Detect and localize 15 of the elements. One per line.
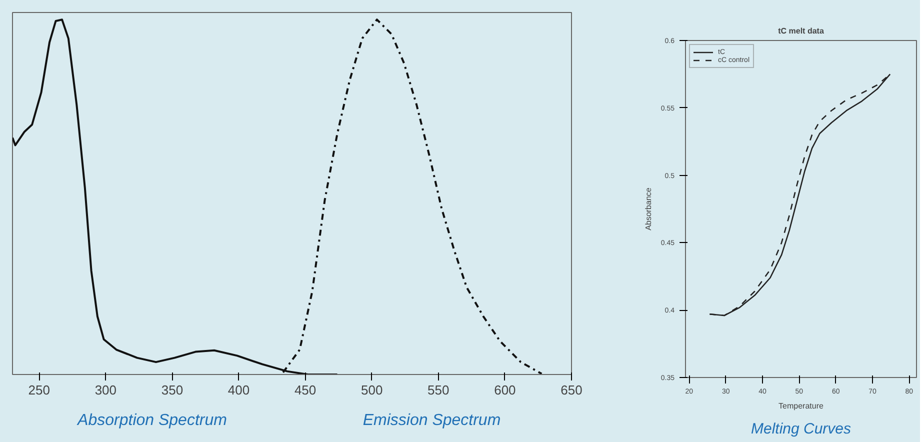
text: Absorption Spectrum — [76, 412, 227, 429]
x-tick-label: 350 — [161, 382, 184, 398]
y-axis-title: Absorbance — [644, 187, 653, 230]
x-tick-label: 500 — [361, 382, 383, 398]
x-tick-label: 250 — [28, 382, 50, 398]
text: Emission Spectrum — [362, 412, 501, 429]
x-tick-label: 600 — [494, 382, 516, 398]
text: Melting Curves — [750, 420, 852, 438]
x-axis-title: Temperature — [778, 402, 824, 410]
chart-title: tC melt data — [778, 26, 824, 36]
x-tick-label: 450 — [294, 382, 316, 398]
x-tick-label: 550 — [428, 382, 450, 398]
x-tick-label: 300 — [94, 382, 117, 398]
x-tick-label: 400 — [228, 382, 250, 398]
x-tick-label: 650 — [560, 382, 582, 398]
